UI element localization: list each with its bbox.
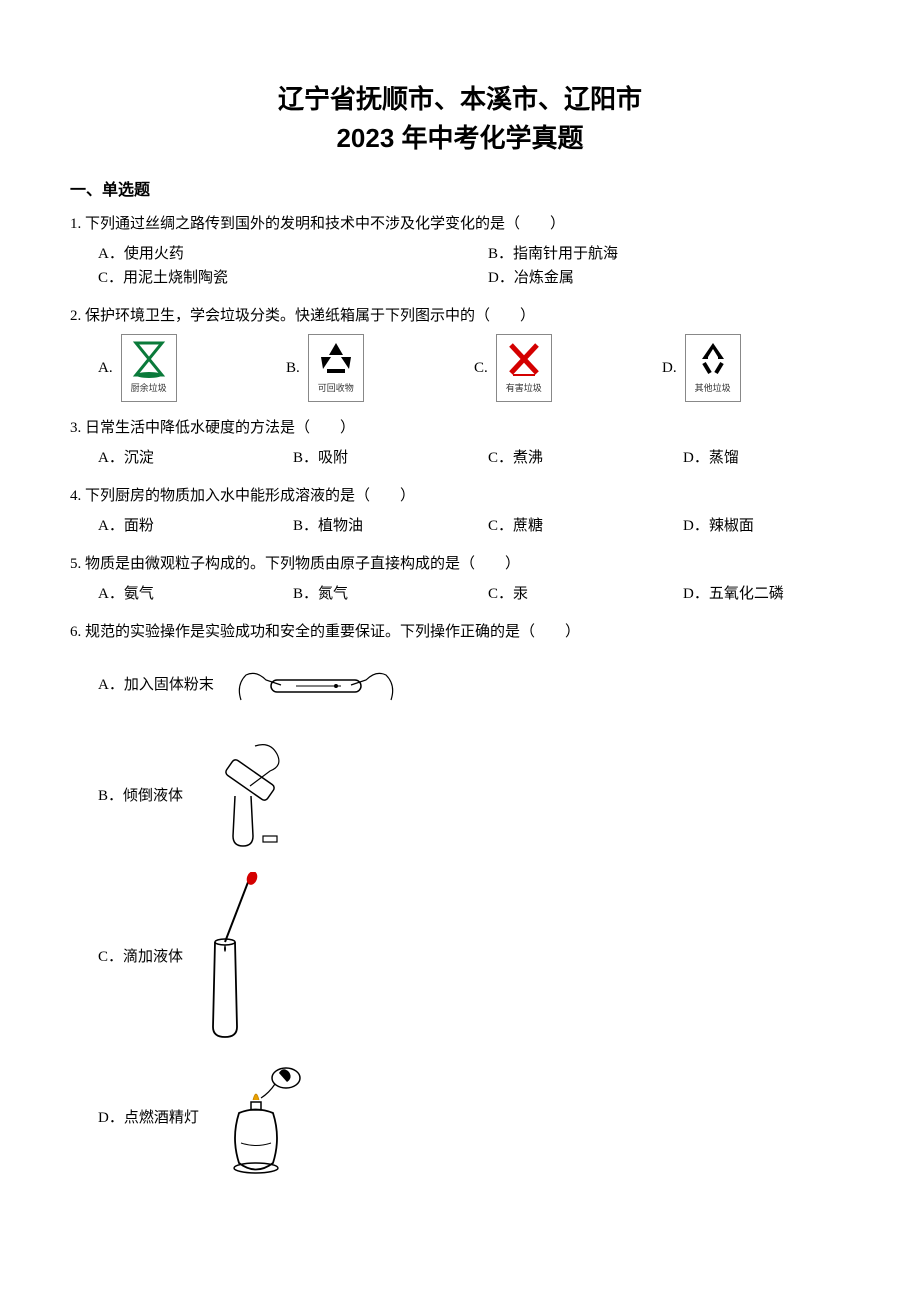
question-3: 3. 日常生活中降低水硬度的方法是（ ） A．沉淀 B．吸附 C．煮沸 D．蒸馏 [70, 416, 850, 470]
recyclable-icon: 可回收物 [308, 334, 364, 402]
q3-num: 3. [70, 420, 81, 436]
q2-cap-a: 厨余垃圾 [131, 381, 167, 395]
other-waste-icon: 其他垃圾 [685, 334, 741, 402]
document-title: 辽宁省抚顺市、本溪市、辽阳市 2023 年中考化学真题 [70, 80, 850, 158]
q2-opt-d: D. 其他垃圾 [662, 334, 850, 402]
q4-opt-b: B．植物油 [265, 514, 460, 538]
q4-text: 下列厨房的物质加入水中能形成溶液的是（ ） [85, 488, 415, 504]
hazardous-waste-icon: 有害垃圾 [496, 334, 552, 402]
q2-cap-d: 其他垃圾 [695, 381, 731, 395]
q3-opt-b: B．吸附 [265, 446, 460, 470]
q1-opt-a: A．使用火药 [70, 242, 460, 266]
q2-opt-a: A. 厨余垃圾 [98, 334, 286, 402]
q3-text: 日常生活中降低水硬度的方法是（ ） [85, 420, 355, 436]
q5-num: 5. [70, 556, 81, 572]
q4-options: A．面粉 B．植物油 C．蔗糖 D．辣椒面 [70, 514, 850, 538]
question-4: 4. 下列厨房的物质加入水中能形成溶液的是（ ） A．面粉 B．植物油 C．蔗糖… [70, 484, 850, 538]
pour-liquid-icon [195, 736, 305, 856]
q2-label-a: A. [98, 356, 113, 380]
q5-options: A．氨气 B．氮气 C．汞 D．五氧化二磷 [70, 582, 850, 606]
q6-opt-a: A．加入固体粉末 [70, 650, 850, 720]
q3-options: A．沉淀 B．吸附 C．煮沸 D．蒸馏 [70, 446, 850, 470]
q1-num: 1. [70, 216, 81, 232]
question-5: 5. 物质是由微观粒子构成的。下列物质由原子直接构成的是（ ） A．氨气 B．氮… [70, 552, 850, 606]
drop-liquid-icon [195, 872, 275, 1042]
q6-num: 6. [70, 624, 81, 640]
q4-opt-c: C．蔗糖 [460, 514, 655, 538]
question-6-stem: 6. 规范的实验操作是实验成功和安全的重要保证。下列操作正确的是（ ） [70, 620, 850, 644]
question-3-stem: 3. 日常生活中降低水硬度的方法是（ ） [70, 416, 850, 440]
q1-options: A．使用火药 B．指南针用于航海 C．用泥土烧制陶瓷 D．冶炼金属 [70, 242, 850, 290]
question-5-stem: 5. 物质是由微观粒子构成的。下列物质由原子直接构成的是（ ） [70, 552, 850, 576]
q2-options: A. 厨余垃圾 B. 可回收物 C. [70, 334, 850, 402]
q2-label-b: B. [286, 356, 300, 380]
q2-label-c: C. [474, 356, 488, 380]
q2-cap-b: 可回收物 [318, 381, 354, 395]
title-line-2: 2023 年中考化学真题 [70, 119, 850, 158]
light-alcohol-lamp-icon [211, 1058, 311, 1178]
q5-opt-d: D．五氧化二磷 [655, 582, 850, 606]
q6-label-c: C．滴加液体 [98, 945, 183, 969]
question-1-stem: 1. 下列通过丝绸之路传到国外的发明和技术中不涉及化学变化的是（ ） [70, 212, 850, 236]
title-line-1: 辽宁省抚顺市、本溪市、辽阳市 [70, 80, 850, 119]
q4-num: 4. [70, 488, 81, 504]
question-2: 2. 保护环境卫生，学会垃圾分类。快递纸箱属于下列图示中的（ ） A. 厨余垃圾… [70, 304, 850, 402]
question-1: 1. 下列通过丝绸之路传到国外的发明和技术中不涉及化学变化的是（ ） A．使用火… [70, 212, 850, 290]
q4-opt-a: A．面粉 [70, 514, 265, 538]
q1-opt-c: C．用泥土烧制陶瓷 [70, 266, 460, 290]
q6-label-d: D．点燃酒精灯 [98, 1106, 199, 1130]
q6-label-b: B．倾倒液体 [98, 784, 183, 808]
q3-opt-c: C．煮沸 [460, 446, 655, 470]
q2-opt-c: C. 有害垃圾 [474, 334, 662, 402]
q6-opt-b: B．倾倒液体 [70, 736, 850, 856]
q6-label-a: A．加入固体粉末 [98, 673, 214, 697]
question-6: 6. 规范的实验操作是实验成功和安全的重要保证。下列操作正确的是（ ） A．加入… [70, 620, 850, 1178]
q2-text: 保护环境卫生，学会垃圾分类。快递纸箱属于下列图示中的（ ） [85, 308, 535, 324]
add-solid-powder-icon [226, 650, 406, 720]
q3-opt-a: A．沉淀 [70, 446, 265, 470]
q5-text: 物质是由微观粒子构成的。下列物质由原子直接构成的是（ ） [85, 556, 520, 572]
q1-text: 下列通过丝绸之路传到国外的发明和技术中不涉及化学变化的是（ ） [85, 216, 565, 232]
q2-num: 2. [70, 308, 81, 324]
q5-opt-a: A．氨气 [70, 582, 265, 606]
q5-opt-c: C．汞 [460, 582, 655, 606]
question-4-stem: 4. 下列厨房的物质加入水中能形成溶液的是（ ） [70, 484, 850, 508]
q6-opt-d: D．点燃酒精灯 [70, 1058, 850, 1178]
kitchen-waste-icon: 厨余垃圾 [121, 334, 177, 402]
q6-opt-c: C．滴加液体 [70, 872, 850, 1042]
q5-opt-b: B．氮气 [265, 582, 460, 606]
q1-opt-b: B．指南针用于航海 [460, 242, 850, 266]
q6-text: 规范的实验操作是实验成功和安全的重要保证。下列操作正确的是（ ） [85, 624, 580, 640]
q2-opt-b: B. 可回收物 [286, 334, 474, 402]
section-heading: 一、单选题 [70, 178, 850, 204]
q2-label-d: D. [662, 356, 677, 380]
q1-opt-d: D．冶炼金属 [460, 266, 850, 290]
q2-cap-c: 有害垃圾 [506, 381, 542, 395]
q4-opt-d: D．辣椒面 [655, 514, 850, 538]
q6-options: A．加入固体粉末 B．倾倒液体 [70, 650, 850, 1178]
q3-opt-d: D．蒸馏 [655, 446, 850, 470]
question-2-stem: 2. 保护环境卫生，学会垃圾分类。快递纸箱属于下列图示中的（ ） [70, 304, 850, 328]
